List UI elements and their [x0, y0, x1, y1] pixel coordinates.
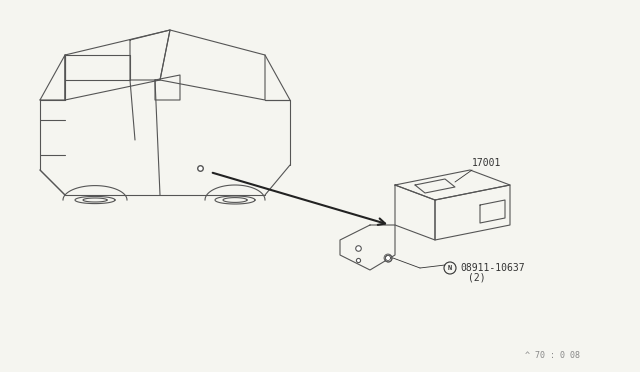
Text: 08911-10637: 08911-10637 [460, 263, 525, 273]
Text: ^ 70 : 0 08: ^ 70 : 0 08 [525, 351, 580, 360]
Text: 17001: 17001 [472, 158, 501, 168]
Text: N: N [448, 265, 452, 271]
Text: (2): (2) [468, 273, 486, 283]
